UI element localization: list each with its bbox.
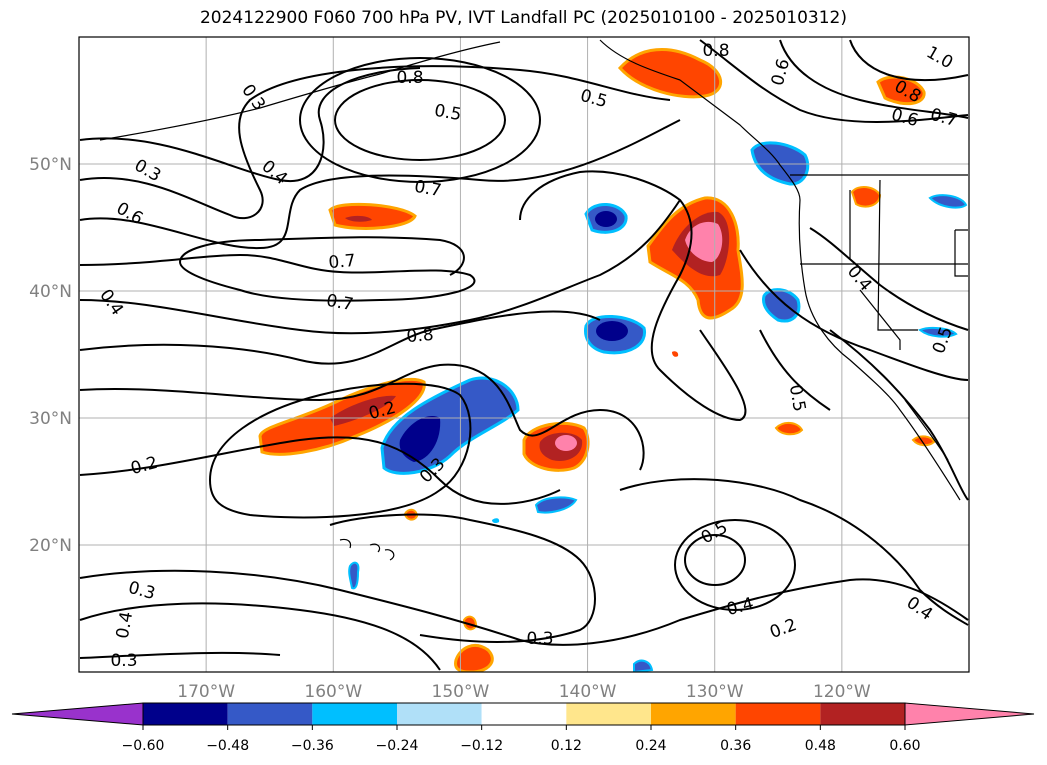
colorbar-tick-label: −0.60 — [122, 738, 165, 754]
colorbar-tick-label: −0.24 — [376, 738, 419, 754]
contour-labels: 0.80.50.71.00.80.6 0.70.80.50.70.3 0.40.60… — [95, 41, 959, 671]
colorbar-extend-max — [904, 702, 1035, 726]
colorbar-tick-label: 0.24 — [635, 738, 666, 754]
contour-label: 0.3 — [110, 651, 137, 671]
colorbar-bin — [820, 703, 905, 725]
colorbar-labels: −0.60 −0.48 −0.36 −0.24 −0.12 0.12 0.24 0.36 0.4… — [122, 725, 921, 754]
colorbar-tick-label: 0.36 — [720, 738, 751, 754]
colorbar-bin — [143, 703, 228, 725]
negative-anomaly-region — [348, 561, 360, 590]
colorbar-tick-label: −0.48 — [206, 738, 249, 754]
colorbar-bin — [397, 703, 482, 725]
contour-label: 0.5 — [785, 383, 809, 413]
colorbar-bin — [566, 703, 651, 725]
colorbar-extend-min — [11, 702, 144, 726]
colorbar-tick-label: −0.36 — [291, 738, 334, 754]
negative-anomaly-region — [928, 194, 968, 209]
contour-label: 0.7 — [328, 251, 357, 273]
lon-tick-label: 160°W — [304, 682, 362, 702]
negative-anomaly-region — [750, 141, 810, 186]
contour-label: 0.7 — [413, 177, 443, 201]
coastlines — [99, 39, 968, 561]
contour-label: 0.8 — [406, 325, 435, 347]
positive-anomaly-region — [911, 435, 936, 447]
positive-anomaly-region — [617, 48, 723, 99]
map-frame-bg — [79, 37, 969, 672]
longitude-labels: 170°W 160°W 150°W 140°W 130°W 120°W — [177, 682, 871, 702]
colorbar-tick-label: −0.12 — [460, 738, 503, 754]
lat-tick-label: 40°N — [29, 282, 72, 302]
colorbar-bin — [481, 703, 567, 725]
colorbar-bin — [651, 703, 736, 725]
latitude-labels: 50°N 40°N 30°N 20°N — [29, 155, 72, 556]
negative-anomaly-region — [633, 659, 654, 672]
pv-contours — [79, 39, 969, 671]
colorbar-bin — [735, 703, 821, 725]
graticule — [79, 37, 969, 672]
lat-tick-label: 30°N — [29, 409, 72, 429]
contour-label: 0.8 — [396, 68, 423, 88]
colorbar-tick-label: 0.12 — [551, 738, 582, 754]
map-title: 2024122900 F060 700 hPa PV, IVT Landfall… — [199, 8, 847, 28]
lon-tick-label: 140°W — [559, 682, 617, 702]
lat-tick-label: 50°N — [29, 155, 72, 175]
positive-anomaly-region — [850, 186, 882, 208]
colorbar-bin — [312, 703, 397, 725]
positive-anomaly-region — [876, 75, 926, 106]
positive-anomaly-region — [454, 644, 494, 672]
lon-tick-label: 150°W — [432, 682, 490, 702]
colorbar-tick-label: 0.48 — [805, 738, 836, 754]
lon-tick-label: 170°W — [177, 682, 235, 702]
colorbar — [11, 702, 1035, 726]
contour-label: 0.8 — [702, 41, 729, 61]
lat-tick-label: 20°N — [29, 536, 72, 556]
contour-label: 0.5 — [433, 101, 463, 125]
positive-anomaly-region — [774, 422, 804, 436]
lon-tick-label: 130°W — [686, 682, 744, 702]
contour-label: 0.7 — [325, 291, 355, 315]
contour-label: 0.3 — [526, 629, 553, 649]
colorbar-tick-label: 0.60 — [889, 738, 920, 754]
contour-label: 0.4 — [113, 610, 137, 640]
colorbar-bin — [227, 703, 313, 725]
lon-tick-label: 120°W — [813, 682, 871, 702]
map-border — [78, 36, 970, 673]
negative-anomaly-region — [534, 496, 578, 514]
positive-anomaly-region — [328, 202, 417, 230]
negative-anomaly-region — [762, 288, 801, 323]
